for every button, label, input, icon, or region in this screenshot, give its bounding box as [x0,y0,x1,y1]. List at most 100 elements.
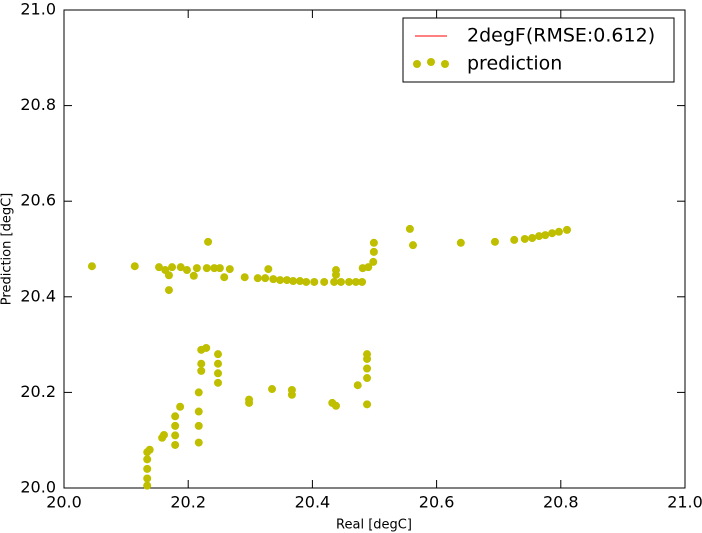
data-point [197,366,206,375]
data-point [364,263,373,272]
data-point [363,374,372,383]
data-point [269,275,278,284]
data-point [214,369,223,378]
data-point [214,359,223,368]
data-point [202,343,211,352]
data-point [369,247,378,256]
data-point [363,364,372,373]
data-point [351,277,360,286]
data-point [194,438,203,447]
y-tick-label: 20.4 [20,286,56,305]
data-point [282,276,291,285]
data-point [245,398,254,407]
data-point [345,277,354,286]
data-point [240,273,249,282]
data-point [202,264,211,273]
x-tick-label: 20.4 [295,493,331,512]
data-point [330,277,339,286]
data-point [331,270,340,279]
data-point [220,273,229,282]
data-point [261,274,270,283]
data-point [176,263,185,272]
x-tick-label: 20.0 [46,493,82,512]
data-point [87,262,96,271]
legend-label: prediction [467,53,562,75]
y-tick-label: 20.2 [20,382,56,401]
data-point [197,359,206,368]
data-point [456,238,465,247]
data-point [548,229,557,238]
data-point [164,286,173,295]
data-point [182,266,191,275]
y-tick-label: 20.0 [20,478,56,497]
y-tick-label: 20.8 [20,95,56,114]
legend-box [402,17,675,83]
data-point [490,237,499,246]
data-point [159,430,168,439]
data-point [155,263,164,272]
data-point [171,440,180,449]
data-point [130,262,139,271]
data-point [168,263,177,272]
data-point [192,264,201,273]
data-point [289,277,298,286]
data-point [541,231,550,240]
y-tick-label: 20.6 [20,191,56,210]
data-point [264,265,273,274]
data-point [369,238,378,247]
data-point [295,277,304,286]
data-point [143,464,152,473]
data-point [510,235,519,244]
data-point [214,378,223,387]
data-point [554,227,563,236]
data-point [310,277,319,286]
data-point [189,271,198,280]
data-point [171,431,180,440]
x-tick-label: 20.2 [170,493,206,512]
data-point [204,237,213,246]
data-point [520,234,529,243]
data-point [287,390,296,399]
data-point [563,225,572,234]
y-tick-label: 21.0 [20,0,56,19]
data-point [405,224,414,233]
data-point [171,421,180,430]
data-point [528,234,537,243]
data-point [143,455,152,464]
legend-marker [427,58,435,66]
data-point [331,401,340,410]
data-point [358,277,367,286]
data-point [363,350,372,359]
data-point [176,402,185,411]
y-axis-label: Prediction [degC] [0,193,15,305]
data-point [302,277,311,286]
data-point [210,264,219,273]
data-point [276,276,285,285]
data-point [225,265,234,274]
data-point [336,277,345,286]
data-point [253,274,262,283]
data-point [194,407,203,416]
data-point [369,257,378,266]
x-tick-label: 20.6 [419,493,455,512]
legend-label: 2degF(RMSE:0.612) [467,25,655,47]
data-point [215,264,224,273]
data-point [194,388,203,397]
data-point [268,385,277,394]
x-tick-label: 20.8 [543,493,579,512]
data-point [409,241,418,250]
legend-marker [413,60,421,68]
data-point [194,421,203,430]
data-point [143,474,152,483]
legend-marker [441,60,449,68]
data-point [535,232,544,241]
data-point [320,277,329,286]
data-point [164,271,173,280]
data-point [353,381,362,390]
data-point [363,400,372,409]
x-tick-label: 21.0 [667,493,702,512]
data-point [171,412,180,421]
plot-frame [63,9,686,489]
data-point [214,350,223,359]
